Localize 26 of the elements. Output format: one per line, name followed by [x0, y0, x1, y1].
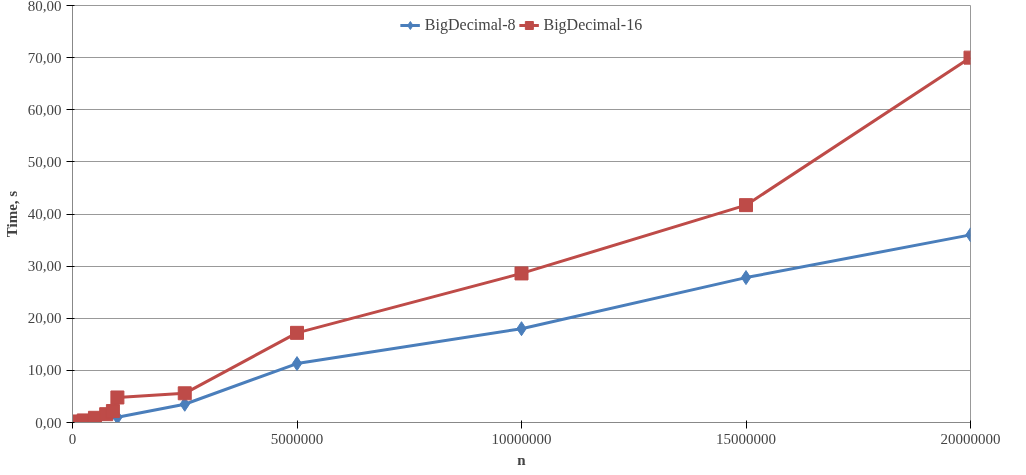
y-tick-label: 50,00: [27, 153, 62, 170]
legend-label: BigDecimal-8: [424, 16, 516, 34]
y-tick-label: 10,00: [27, 362, 62, 379]
point: [291, 356, 303, 372]
point: [290, 325, 304, 340]
point: [739, 198, 753, 213]
y-tick-label: 60,00: [27, 101, 62, 118]
legend-label: BigDecimal-16: [543, 16, 643, 34]
point: [110, 390, 125, 405]
x-tick-label: 5000000: [270, 430, 324, 447]
x-tick-label: 20000000: [940, 430, 1001, 447]
x-axis-title: n: [517, 451, 527, 468]
y-tick-label: 30,00: [27, 258, 62, 275]
point: [740, 270, 752, 286]
x-tick-label: 15000000: [716, 430, 776, 447]
y-tick-label: 0,00: [35, 414, 62, 431]
y-tick-label: 80,00: [27, 0, 62, 14]
x-tick-label: 0: [68, 430, 77, 447]
x-tick-label: 10000000: [491, 430, 552, 447]
point: [177, 386, 192, 401]
y-tick-label: 70,00: [27, 49, 62, 66]
point: [514, 266, 529, 281]
y-tick-label: 40,00: [27, 206, 62, 222]
y-axis-title: Time, s: [3, 190, 20, 238]
point: [105, 404, 120, 419]
y-tick-label: 20,00: [27, 310, 62, 327]
